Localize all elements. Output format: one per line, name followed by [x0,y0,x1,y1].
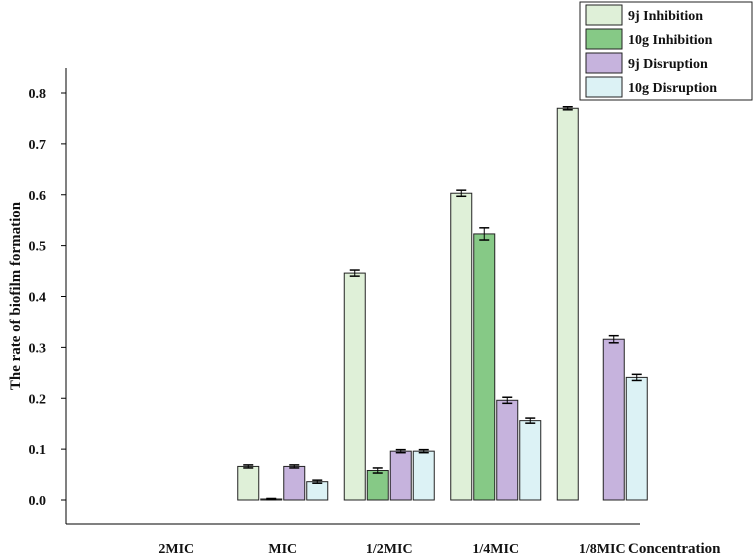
bar-10g-inhibition-1-2mic [366,469,389,501]
y-axis-title: The rate of biofilm formation [8,201,24,390]
legend-label: 10g Inhibition [628,33,713,48]
bar-9j-disruption-1-4mic [496,399,519,501]
y-tick-label: 0.8 [29,87,47,102]
legend: 9j Inhibition 10g Inhibition 9j Disruption… [579,1,753,101]
bars [237,105,648,501]
bar-9j-disruption-mic [283,465,306,501]
y-tick-label: 0.2 [29,392,47,407]
x-tick-label: 1/2MIC [366,542,413,557]
x-tick-label: MIC [268,542,297,557]
bar-9j-inhibition-1-2mic [343,272,366,501]
y-tick-label: 0.6 [29,189,47,204]
bar-9j-inhibition-mic [237,465,260,501]
legend-swatch [585,28,623,50]
bar-10g-inhibition-1-4mic [473,233,496,501]
legend-label: 9j Disruption [628,57,708,72]
x-tick-label: 2MIC [158,542,194,557]
bar-9j-inhibition-1-8mic [556,107,579,501]
y-tick-label: 0.3 [29,341,47,356]
bar-9j-disruption-1-2mic [389,450,412,501]
x-tick-label: 1/4MIC [472,542,519,557]
bar-10g-disruption-1-4mic [519,420,542,501]
bar-10g-disruption-1-2mic [412,450,435,501]
bar-9j-inhibition-1-4mic [450,192,473,501]
legend-label: 10g Disruption [628,81,717,96]
bar-10g-disruption-1-8mic [625,376,648,501]
bar-9j-disruption-1-8mic [602,338,625,501]
x-tick-label: 1/8MIC [579,542,626,557]
legend-swatch [585,76,623,98]
y-tick-label: 0.5 [29,240,47,255]
x-axis-title: Concentration [628,541,721,557]
x-tick-labels: 2MIC MIC 1/2MIC 1/4MIC 1/8MIC [158,542,625,557]
y-tick-label: 0.7 [29,138,47,153]
y-tick-label: 0.1 [29,443,47,458]
y-tick-label: 0.4 [29,291,47,306]
y-tick-label: 0.0 [29,494,47,509]
legend-label: 9j Inhibition [628,9,703,24]
legend-swatch [585,4,623,26]
y-ticks: 0.0 0.1 0.2 0.3 0.4 0.5 0.6 0.7 0.8 [29,87,66,509]
legend-swatch [585,52,623,74]
bar-10g-disruption-mic [306,481,329,501]
